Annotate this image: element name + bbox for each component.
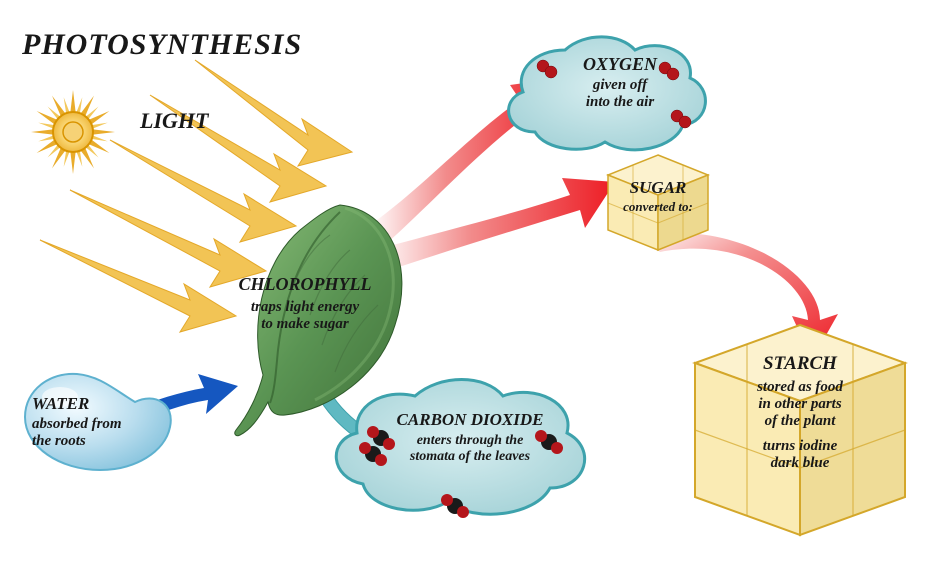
sun-icon	[31, 90, 115, 174]
co2-heading: CARBON DIOXIDE	[370, 410, 570, 430]
starch-line2: in other parts	[720, 396, 880, 413]
light-label: LIGHT	[140, 108, 208, 134]
chlorophyll-line2: to make sugar	[215, 316, 395, 333]
co2-block: CARBON DIOXIDE enters through the stomat…	[370, 410, 570, 465]
water-block: WATER absorbed from the roots	[32, 394, 172, 450]
sugar-line1: converted to:	[608, 199, 708, 215]
starch-line1: stored as food	[720, 379, 880, 396]
sugar-block: SUGAR converted to:	[608, 178, 708, 215]
chlorophyll-heading: CHLOROPHYLL	[215, 274, 395, 295]
starch-block: STARCH stored as food in other parts of …	[720, 353, 880, 472]
water-line2: the roots	[32, 433, 172, 450]
oxygen-line1: given off	[555, 77, 685, 94]
sugar-heading: SUGAR	[608, 178, 708, 198]
oxygen-block: OXYGEN given off into the air	[555, 54, 685, 111]
diagram-canvas: PHOTOSYNTHESIS LIGHT CHLOROPHYLL traps l…	[0, 0, 936, 576]
co2-line1: enters through the	[370, 433, 570, 449]
co2-line2: stomata of the leaves	[370, 449, 570, 465]
oxygen-heading: OXYGEN	[555, 54, 685, 75]
page-title: PHOTOSYNTHESIS	[22, 28, 302, 62]
background-svg	[0, 0, 936, 576]
starch-line4: turns iodine	[720, 438, 880, 455]
chlorophyll-line1: traps light energy	[215, 299, 395, 316]
starch-line5: dark blue	[720, 455, 880, 472]
starch-line3: of the plant	[720, 413, 880, 430]
water-line1: absorbed from	[32, 416, 172, 433]
chlorophyll-block: CHLOROPHYLL traps light energy to make s…	[215, 274, 395, 333]
oxygen-line2: into the air	[555, 94, 685, 111]
water-heading: WATER	[32, 394, 172, 414]
starch-heading: STARCH	[720, 353, 880, 375]
